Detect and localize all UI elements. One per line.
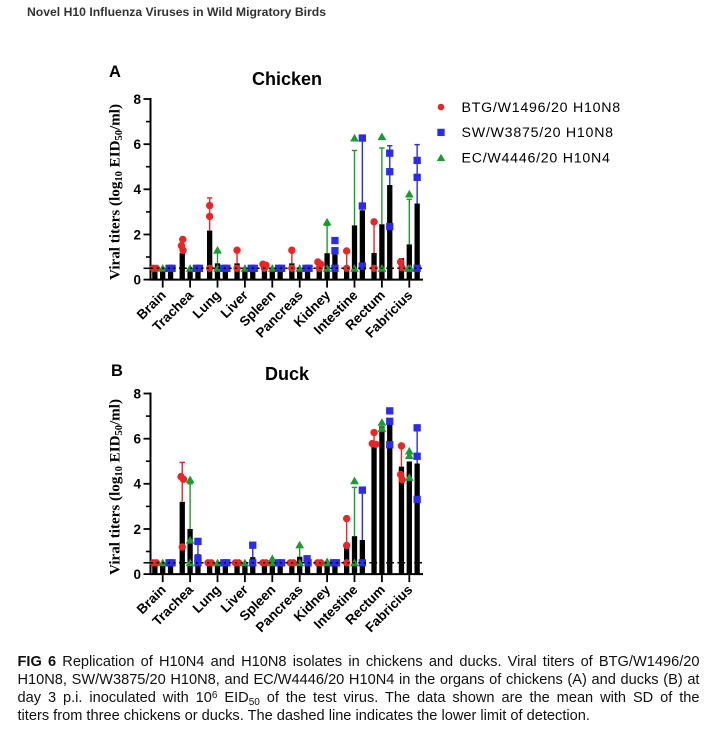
svg-text:4: 4: [133, 182, 141, 197]
svg-text:8: 8: [133, 92, 141, 107]
svg-text:6: 6: [133, 432, 141, 447]
svg-text:0: 0: [133, 567, 141, 582]
svg-text:Lung: Lung: [190, 288, 224, 322]
svg-text:Viral titers (log10 EID50/ml): Viral titers (log10 EID50/ml): [108, 104, 125, 280]
svg-text:8: 8: [133, 386, 141, 401]
svg-text:4: 4: [133, 477, 141, 492]
svg-text:0: 0: [133, 272, 141, 287]
svg-text:Duck: Duck: [265, 364, 310, 384]
svg-text:BTG/W1496/20 H10N8: BTG/W1496/20 H10N8: [462, 100, 621, 116]
svg-text:SW/W3875/20 H10N8: SW/W3875/20 H10N8: [462, 125, 614, 141]
svg-text:Lung: Lung: [190, 582, 224, 616]
svg-text:A: A: [109, 63, 121, 81]
svg-text:EC/W4446/20 H10N4: EC/W4446/20 H10N4: [462, 151, 611, 167]
svg-text:6: 6: [133, 137, 141, 152]
svg-text:2: 2: [133, 522, 141, 537]
svg-text:B: B: [111, 362, 123, 380]
svg-text:Chicken: Chicken: [252, 69, 322, 89]
svg-text:Viral titers (log10 EID50/ml): Viral titers (log10 EID50/ml): [108, 399, 125, 575]
svg-text:2: 2: [133, 227, 141, 242]
